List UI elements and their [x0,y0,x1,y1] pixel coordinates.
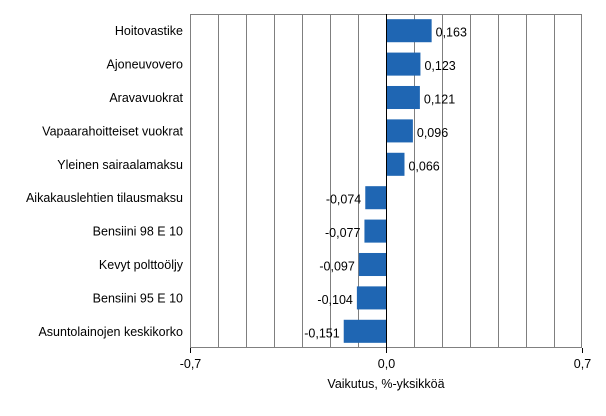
bar [365,186,386,210]
x-axis-ticks: -0,7 0,0 0,7 [180,348,591,371]
bar [356,286,386,310]
bars [343,19,432,343]
bar [358,252,386,277]
data-label: -0,151 [304,326,339,340]
category-label: Yleinen sairaalamaksu [57,158,183,172]
value-labels: 0,163 0,123 0,121 0,096 0,066 -0,074 -0,077 -0,… [304,26,467,341]
bar [386,119,413,143]
x-tick-label: -0,7 [180,357,202,371]
bar [386,52,421,76]
data-label: 0,096 [417,126,448,140]
data-label: 0,066 [408,159,439,173]
x-axis-title: Vaikutus, %-yksikköä [327,377,444,391]
x-tick-label: 0,0 [378,357,395,371]
bar [364,219,386,243]
category-label: Aravavuokrat [109,91,183,105]
data-label: -0,104 [317,293,352,307]
data-label: -0,077 [325,226,360,240]
category-label: Hoitovastike [115,24,183,38]
category-label: Vapaarahoitteiset vuokrat [42,124,183,138]
gridlines [218,14,555,348]
category-label: Kevyt polttoöljy [99,258,184,272]
data-label: 0,121 [424,93,455,107]
category-labels: Hoitovastike Ajoneuvovero Aravavuokrat Vapa… [26,24,184,339]
bar [386,152,405,176]
category-label: Bensiini 95 E 10 [93,291,183,305]
category-label: Asuntolainojen keskikorko [38,325,183,339]
category-label: Ajoneuvovero [107,58,183,72]
bar [386,19,432,43]
category-label: Aikakauslehtien tilausmaksu [26,191,183,205]
x-tick-label: 0,7 [574,357,591,371]
bar [386,85,420,110]
data-label: 0,123 [424,59,455,73]
data-label: -0,074 [326,193,361,207]
category-label: Bensiini 98 E 10 [93,225,183,239]
bar [343,319,386,343]
data-label: -0,097 [319,260,354,274]
data-label: 0,163 [436,26,467,40]
